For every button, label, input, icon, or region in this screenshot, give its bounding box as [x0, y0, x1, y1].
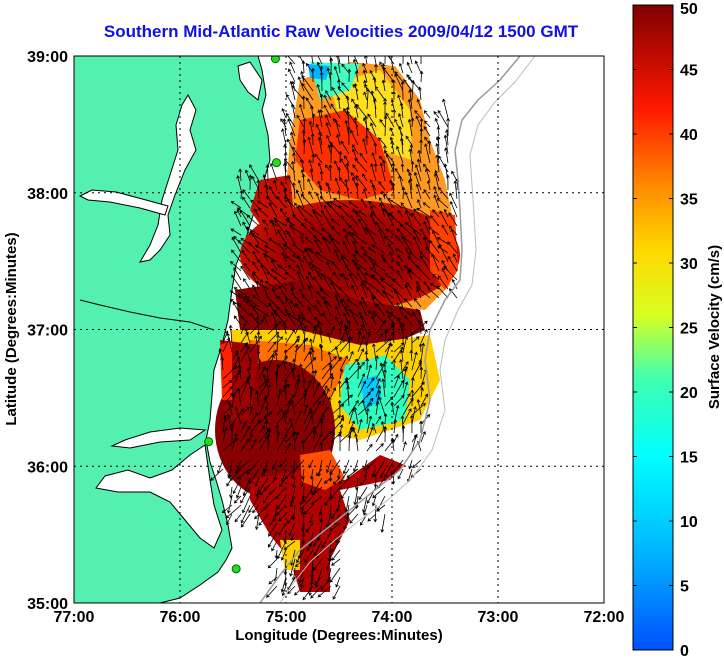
- x-axis-ticks: 77:00 76:00 75:00 74:00 73:00 72:00: [54, 609, 625, 626]
- station-marker: [271, 158, 281, 168]
- colorbar-tick-label: 40: [680, 127, 698, 144]
- colorbar-label: Surface Velocity (cm/s): [706, 245, 723, 409]
- y-tick-label: 36:00: [27, 459, 68, 476]
- radar-stations: [204, 56, 281, 574]
- station-marker: [231, 564, 241, 574]
- velocity-field: [215, 62, 460, 592]
- y-tick-label: 39:00: [27, 49, 68, 66]
- x-tick-label: 76:00: [160, 609, 201, 626]
- colorbar-tick-label: 10: [680, 514, 698, 531]
- colorbar-tick-label: 0: [680, 643, 689, 659]
- bathymetry-contour: [279, 56, 536, 603]
- y-axis-label: Latitude (Degrees:Minutes): [3, 232, 20, 425]
- x-tick-label: 72:00: [584, 609, 625, 626]
- station-marker: [270, 56, 280, 64]
- station-marker: [204, 437, 214, 447]
- velocity-arrows: [210, 56, 460, 601]
- colorbar: [632, 4, 674, 651]
- colorbar-tick-label: 15: [680, 450, 698, 467]
- x-axis-label: Longitude (Degrees:Minutes): [235, 627, 443, 644]
- velocity-arrow-set: [210, 56, 460, 601]
- y-axis-ticks: 39:00 38:00 37:00 36:00 35:00: [27, 49, 68, 613]
- colorbar-tick-label: 50: [680, 1, 698, 18]
- plot-frame: [73, 55, 605, 604]
- graticule: [74, 56, 604, 603]
- delaware-bay: [237, 61, 263, 101]
- y-tick-label: 37:00: [27, 323, 68, 340]
- x-tick-label: 77:00: [54, 609, 95, 626]
- colorbar-tick-label: 35: [680, 192, 698, 209]
- pamlico-sound: [95, 444, 223, 549]
- y-tick-label: 35:00: [27, 596, 68, 613]
- y-tick-label: 38:00: [27, 186, 68, 203]
- colorbar-tick-label: 30: [680, 256, 698, 273]
- x-tick-label: 73:00: [478, 609, 519, 626]
- colorbar-tick-label: 5: [680, 579, 689, 596]
- x-tick-label: 74:00: [372, 609, 413, 626]
- x-tick-label: 75:00: [266, 609, 307, 626]
- colorbar-tick-label: 25: [680, 321, 698, 338]
- james-river: [79, 299, 215, 331]
- colorbar-tick-label: 20: [680, 385, 698, 402]
- map-title: Southern Mid-Atlantic Raw Velocities 200…: [103, 22, 579, 41]
- colorbar-tick-label: 45: [680, 63, 698, 80]
- chesapeake-bay: [139, 93, 197, 263]
